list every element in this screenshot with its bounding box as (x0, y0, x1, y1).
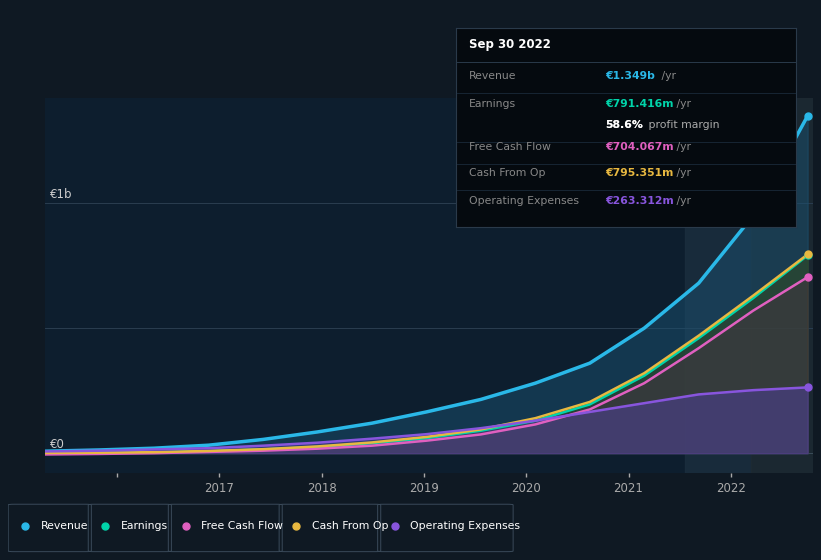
Text: Operating Expenses: Operating Expenses (410, 521, 521, 531)
Text: €1.349b: €1.349b (606, 71, 655, 81)
Text: Earnings: Earnings (121, 521, 168, 531)
Text: Free Cash Flow: Free Cash Flow (470, 142, 551, 152)
Text: €795.351m: €795.351m (606, 168, 674, 178)
Text: Cash From Op: Cash From Op (312, 521, 388, 531)
Text: Cash From Op: Cash From Op (470, 168, 546, 178)
Text: /yr: /yr (673, 168, 691, 178)
Text: 58.6%: 58.6% (606, 120, 644, 130)
Text: /yr: /yr (658, 71, 676, 81)
Text: €263.312m: €263.312m (606, 196, 674, 206)
Text: €791.416m: €791.416m (606, 99, 674, 109)
Text: Operating Expenses: Operating Expenses (470, 196, 580, 206)
Text: Revenue: Revenue (41, 521, 89, 531)
Text: Revenue: Revenue (470, 71, 516, 81)
Text: /yr: /yr (673, 99, 691, 109)
Text: Sep 30 2022: Sep 30 2022 (470, 38, 551, 51)
Bar (751, 98, 821, 473)
Text: €1b: €1b (50, 188, 73, 200)
Text: /yr: /yr (673, 196, 691, 206)
Bar (685, 98, 751, 473)
Text: profit margin: profit margin (644, 120, 719, 130)
Text: €0: €0 (50, 438, 65, 451)
Text: Earnings: Earnings (470, 99, 516, 109)
Text: €704.067m: €704.067m (606, 142, 674, 152)
Text: Free Cash Flow: Free Cash Flow (201, 521, 282, 531)
Text: /yr: /yr (673, 142, 691, 152)
Text: 58.6%: 58.6% (606, 120, 644, 130)
